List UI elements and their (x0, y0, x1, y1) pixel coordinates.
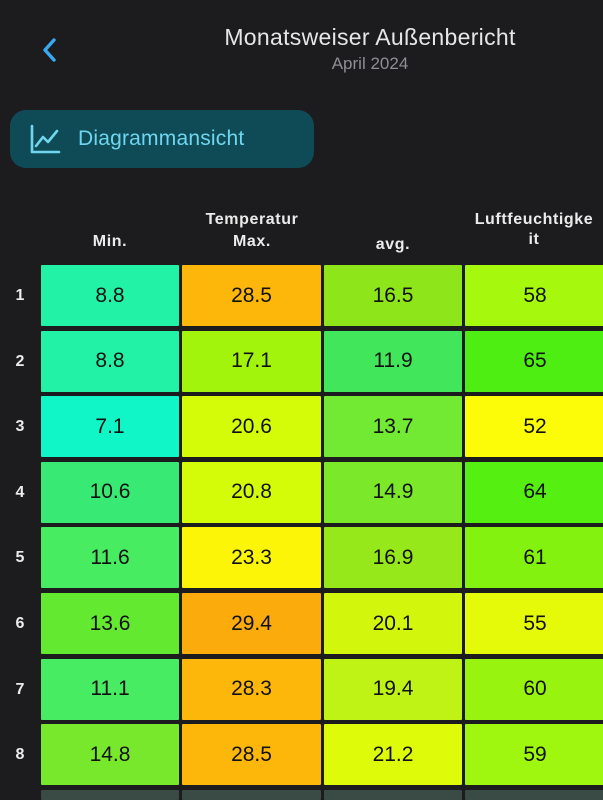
row-day-number: 7 (15, 680, 25, 698)
cell-avg: 19.4 (324, 658, 462, 720)
chart-view-label: Diagrammansicht (78, 127, 245, 150)
cell-max: 17.1 (182, 330, 321, 392)
cell-avg: 14.9 (324, 461, 462, 523)
cell-avg: 13.7 (324, 396, 462, 458)
chart-view-button[interactable]: Diagrammansicht (10, 110, 314, 168)
cell-min: 14.8 (41, 724, 179, 786)
cell-max: 28.5 (182, 724, 321, 786)
row-day-number: 1 (15, 287, 25, 304)
cell-max: 20.6 (182, 396, 321, 458)
cell-partial (465, 789, 603, 800)
row-day-number: 6 (15, 615, 25, 632)
chevron-left-icon (43, 38, 56, 62)
row-day-number: 2 (15, 352, 25, 370)
row-day-number: 8 (15, 746, 25, 764)
cell-max: 29.4 (182, 593, 321, 654)
cell-max: 20.8 (182, 461, 321, 523)
cell-humidity: 64 (465, 461, 603, 523)
cell-max: 28.5 (182, 265, 321, 326)
cell-min: 10.6 (41, 461, 179, 523)
cell-partial (41, 789, 179, 800)
row-day-number: 5 (15, 549, 25, 567)
page-subtitle: April 2024 (331, 54, 409, 73)
cell-min: 13.6 (41, 593, 179, 654)
column-header-min: Min. (92, 233, 128, 250)
cell-avg: 16.9 (324, 527, 462, 589)
cell-min: 8.8 (41, 330, 179, 392)
cell-avg: 11.9 (324, 330, 462, 392)
cell-avg: 20.1 (324, 593, 462, 654)
back-button[interactable] (30, 30, 70, 70)
cell-max: 23.3 (182, 527, 321, 589)
cell-humidity: 60 (465, 658, 603, 720)
row-day-number: 4 (15, 483, 25, 501)
column-header-max: Max. (233, 233, 271, 250)
cell-humidity: 61 (465, 527, 603, 589)
cell-min: 8.8 (41, 265, 179, 326)
cell-humidity: 59 (465, 724, 603, 786)
cell-avg: 16.5 (324, 265, 462, 326)
cell-partial (324, 789, 462, 800)
group-header-humidity: Luftfeuchtigke it (474, 211, 594, 248)
header: Monatsweiser Außenbericht April 2024 (0, 0, 603, 90)
cell-min: 11.6 (41, 527, 179, 589)
cell-humidity: 65 (465, 330, 603, 392)
line-chart-icon (30, 124, 61, 154)
group-header-temperature: Temperatur (205, 211, 299, 228)
page-title: Monatsweiser Außenbericht (224, 24, 516, 50)
cell-min: 11.1 (41, 658, 179, 720)
cell-max: 28.3 (182, 658, 321, 720)
cell-partial (182, 789, 321, 800)
cell-humidity: 58 (465, 265, 603, 326)
row-day-number: 3 (15, 418, 25, 436)
cell-humidity: 52 (465, 396, 603, 458)
cell-avg: 21.2 (324, 724, 462, 786)
cell-humidity: 55 (465, 593, 603, 654)
cell-min: 7.1 (41, 396, 179, 458)
column-header-avg: avg. (375, 236, 411, 253)
